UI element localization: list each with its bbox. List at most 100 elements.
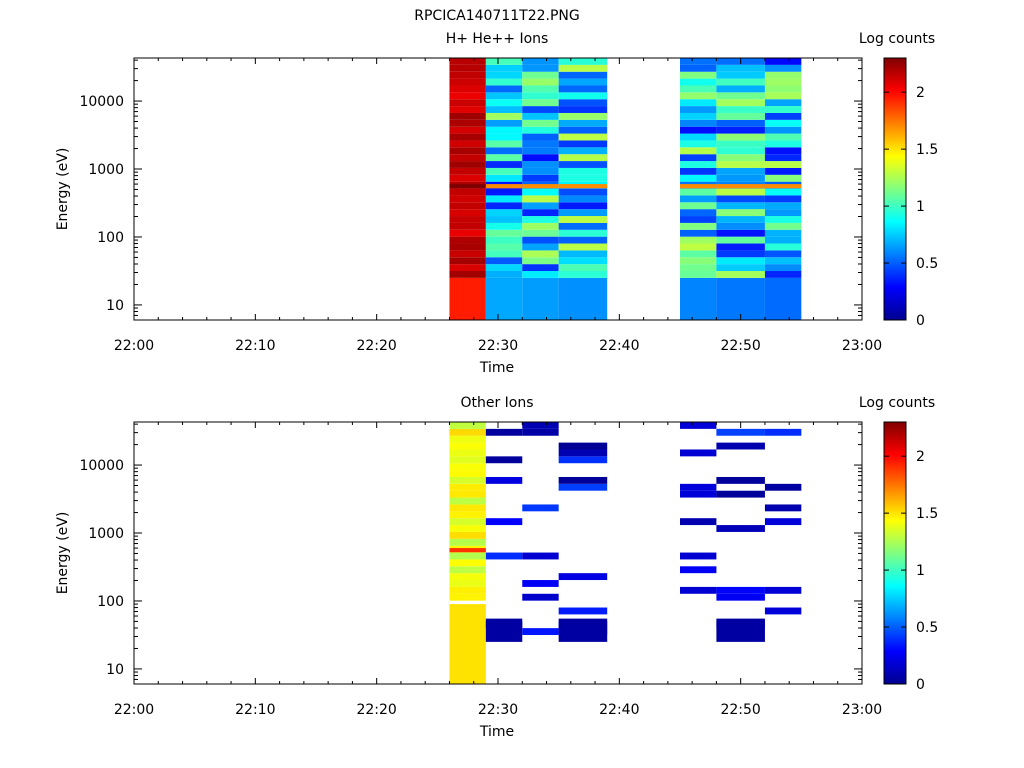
y-tick-label: 100: [97, 230, 124, 246]
heatmap-cell: [449, 428, 486, 436]
heatmap-cell: [680, 518, 717, 526]
heatmap-cell: [449, 140, 486, 148]
heatmap-cell: [680, 229, 717, 237]
x-tick-label: 23:00: [842, 702, 882, 718]
heatmap-cell: [485, 518, 523, 526]
heatmap-cell: [680, 422, 717, 429]
heatmap-cell: [764, 236, 802, 244]
heatmap-cell: [558, 250, 608, 258]
heatmap-cell: [449, 188, 486, 196]
heatmap-cell: [716, 85, 765, 93]
x-tick-label: 22:20: [356, 702, 396, 718]
heatmap-cell: [522, 85, 559, 93]
heatmap-cell: [716, 154, 765, 162]
heatmap-cell: [558, 257, 608, 265]
heatmap-cell: [716, 119, 765, 127]
heatmap-cell: [449, 497, 486, 505]
heatmap-cell: [485, 126, 523, 134]
heatmap-peak: [680, 184, 717, 189]
x-tick-label: 22:40: [599, 702, 639, 718]
heatmap-cell: [522, 264, 559, 272]
y-tick-label: 10000: [79, 458, 124, 474]
heatmap-cell: [716, 618, 765, 642]
x-axis-label: Time: [479, 724, 514, 740]
panel-2: 22:00 22:10 22:20 22:30 22:40 22:50 23:0010100…: [55, 395, 938, 740]
heatmap-cell: [764, 174, 802, 182]
heatmap-cell: [558, 442, 608, 450]
heatmap-cell: [449, 580, 486, 587]
heatmap-cell: [485, 277, 523, 320]
heatmap-cell: [558, 92, 608, 100]
heatmap-cell: [485, 552, 523, 560]
heatmap-cell: [522, 99, 559, 107]
heatmap-cell: [449, 277, 486, 320]
heatmap-cell: [522, 277, 559, 320]
heatmap-cell: [485, 85, 523, 93]
heatmap-cell: [449, 154, 486, 162]
heatmap-cell: [558, 154, 608, 162]
heatmap-cell: [558, 449, 608, 457]
heatmap-cell: [716, 216, 765, 223]
heatmap-cell: [485, 195, 523, 203]
heatmap-cell: [449, 202, 486, 210]
heatmap-cell: [522, 628, 559, 636]
heatmap-cell: [716, 236, 765, 244]
heatmap-cell: [764, 133, 802, 141]
heatmap-cell: [449, 271, 486, 278]
colorbar-tick-label: 2: [916, 85, 925, 101]
heatmap-cell: [680, 236, 717, 244]
heatmap-cell: [522, 428, 559, 436]
heatmap-cell: [522, 154, 559, 162]
x-tick-label: 22:40: [599, 338, 639, 354]
heatmap-cell: [449, 538, 486, 546]
heatmap-cell: [558, 64, 608, 72]
colorbar-tick-label: 1: [916, 563, 925, 579]
heatmap-cell: [716, 476, 765, 484]
heatmap-cell: [716, 593, 765, 601]
heatmap-cell: [485, 64, 523, 72]
heatmap-cell: [680, 277, 717, 320]
heatmap-cell: [558, 71, 608, 79]
colorbar-tick-label: 0: [916, 313, 925, 329]
heatmap-cell: [558, 133, 608, 141]
heatmap-cell: [716, 126, 765, 134]
heatmap-cell: [558, 140, 608, 148]
heatmap-cell: [449, 531, 486, 539]
heatmap-peak: [558, 184, 608, 189]
heatmap-cell: [764, 264, 802, 272]
heatmap-cell: [764, 99, 802, 107]
heatmap-cell: [449, 236, 486, 244]
heatmap-cell: [764, 209, 802, 217]
heatmap-cell: [680, 92, 717, 100]
heatmap-cell: [522, 504, 559, 512]
heatmap-cell: [680, 566, 717, 574]
y-axis-label: Energy (eV): [55, 512, 71, 595]
heatmap-cell: [680, 106, 717, 113]
x-tick-label: 22:00: [114, 702, 154, 718]
heatmap-cell: [716, 174, 765, 182]
heatmap-cell: [764, 71, 802, 79]
heatmap-cell: [764, 167, 802, 175]
heatmap-cell: [449, 573, 486, 581]
colorbar-tick-label: 0: [916, 677, 925, 693]
heatmap-cell: [716, 586, 765, 594]
heatmap-cell: [716, 250, 765, 258]
x-tick-label: 22:30: [478, 338, 518, 354]
heatmap-cell: [716, 78, 765, 86]
heatmap-cell: [680, 161, 717, 168]
heatmap-cell: [680, 78, 717, 86]
heatmap-cell: [558, 99, 608, 107]
heatmap-cell: [522, 209, 559, 217]
heatmap-cell: [680, 140, 717, 148]
heatmap-cell: [449, 511, 486, 519]
heatmap-cell: [764, 222, 802, 230]
heatmap-cell: [449, 566, 486, 574]
heatmap-cell: [680, 483, 717, 491]
heatmap-cell: [680, 85, 717, 93]
heatmap-cell: [558, 222, 608, 230]
heatmap-cell: [449, 463, 486, 471]
heatmap-cell: [764, 161, 802, 168]
heatmap-cell: [716, 92, 765, 100]
heatmap-cell: [680, 490, 717, 498]
